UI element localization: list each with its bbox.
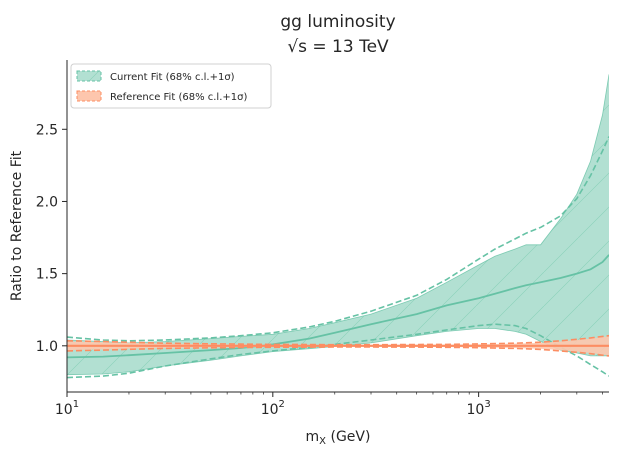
current-fit-sigma-lower xyxy=(67,323,609,379)
legend-label: Current Fit (68% c.l.+1σ) xyxy=(110,72,235,83)
legend: Current Fit (68% c.l.+1σ) Reference Fit (… xyxy=(70,63,272,109)
legend-swatch xyxy=(76,90,102,102)
chart-title: gg luminosity √s = 13 TeV xyxy=(280,12,395,57)
legend-frame xyxy=(70,63,272,109)
x-ticks: 101 102 103 xyxy=(55,392,603,418)
x-tick-label: 103 xyxy=(467,399,491,418)
current-fit-central-line xyxy=(67,254,609,359)
x-tick-label: 101 xyxy=(55,399,79,418)
current-fit-band-hatch xyxy=(67,74,609,375)
y-tick-label: 2.0 xyxy=(36,194,58,210)
y-ticks: 1.0 1.5 2.0 2.5 xyxy=(36,122,67,355)
y-tick-label: 2.5 xyxy=(36,122,58,138)
x-axis-label: mX (GeV) xyxy=(306,429,371,447)
y-tick-label: 1.0 xyxy=(36,339,58,355)
axes xyxy=(66,60,609,393)
y-axis-label: Ratio to Reference Fit xyxy=(9,150,25,301)
x-tick-label: 102 xyxy=(261,399,285,418)
chart-subtitle-text: √s = 13 TeV xyxy=(287,37,389,57)
y-tick-label: 1.5 xyxy=(36,267,58,283)
legend-swatch-hatch xyxy=(77,71,101,81)
plot-area xyxy=(67,74,609,379)
reference-fit-sigma-upper xyxy=(67,334,609,346)
current-fit-sigma-upper xyxy=(67,136,609,342)
chart-title-text: gg luminosity xyxy=(280,12,395,32)
legend-label: Reference Fit (68% c.l.+1σ) xyxy=(110,92,247,103)
reference-fit-sigma-lower xyxy=(67,346,609,357)
